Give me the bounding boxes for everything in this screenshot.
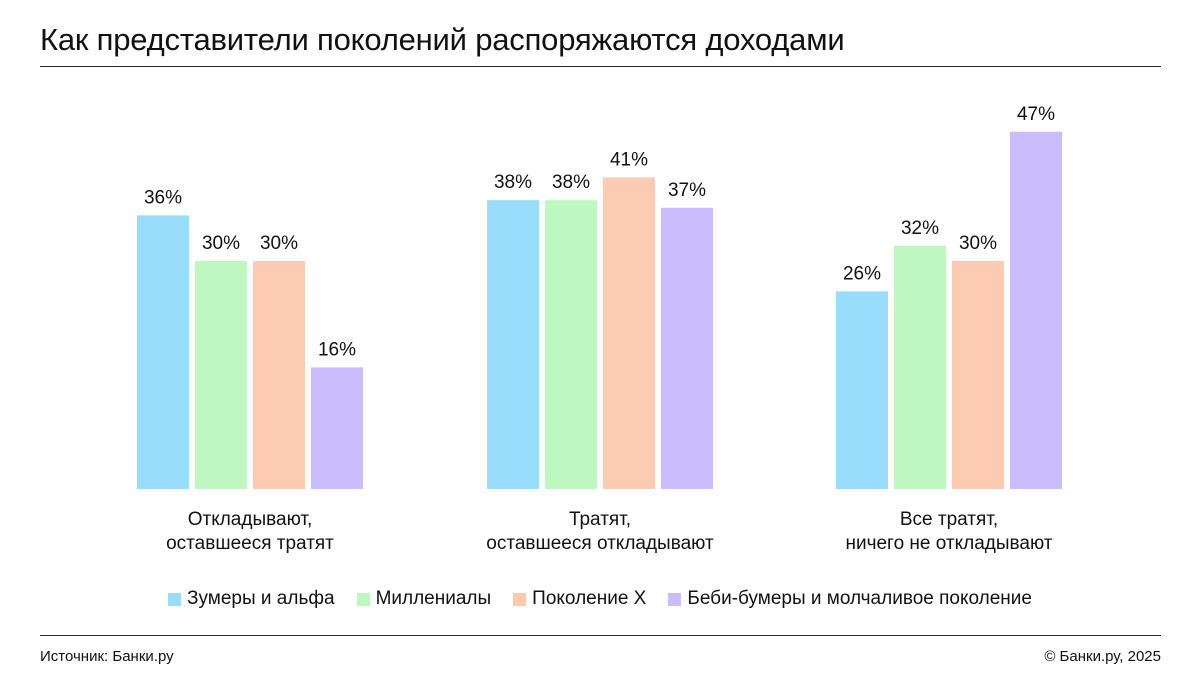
source-note: Источник: Банки.ру bbox=[40, 648, 174, 665]
bar bbox=[836, 291, 888, 489]
category-label: Откладывают, bbox=[188, 509, 313, 530]
footer-divider bbox=[40, 635, 1161, 636]
data-label: 47% bbox=[1017, 104, 1055, 125]
legend-item-boomers: Беби-бумеры и молчаливое поколение bbox=[668, 588, 1032, 610]
legend-item-zoomers: Зумеры и альфа bbox=[168, 588, 335, 610]
data-label: 32% bbox=[901, 218, 939, 239]
bar bbox=[195, 261, 247, 489]
chart-title: Как представители поколений распоряжаютс… bbox=[40, 22, 845, 57]
data-label: 38% bbox=[494, 172, 532, 193]
data-label: 16% bbox=[318, 339, 356, 360]
data-label: 37% bbox=[668, 180, 706, 201]
legend-item-millennials: Миллениалы bbox=[356, 588, 492, 610]
legend-label: Миллениалы bbox=[375, 588, 492, 609]
data-label: 30% bbox=[959, 233, 997, 254]
legend: Зумеры и альфа Миллениалы Поколение X Бе… bbox=[0, 588, 1200, 610]
legend-item-gen-x: Поколение X bbox=[513, 588, 646, 610]
legend-swatch bbox=[356, 592, 370, 606]
data-label: 41% bbox=[610, 149, 648, 170]
data-label: 26% bbox=[843, 263, 881, 284]
legend-swatch bbox=[513, 592, 527, 606]
legend-label: Поколение X bbox=[532, 588, 647, 609]
bar bbox=[661, 207, 713, 490]
data-label: 30% bbox=[202, 233, 240, 254]
bar bbox=[137, 215, 189, 489]
title-divider bbox=[40, 66, 1161, 67]
category-label: оставшееся откладывают bbox=[486, 533, 714, 554]
legend-swatch bbox=[668, 592, 682, 606]
legend-swatch bbox=[168, 592, 182, 606]
data-label: 36% bbox=[144, 187, 182, 208]
category-label: оставшееся тратят bbox=[166, 533, 334, 554]
bar bbox=[952, 261, 1004, 489]
legend-label: Беби-бумеры и молчаливое поколение bbox=[687, 588, 1032, 609]
bar bbox=[603, 177, 655, 489]
bar bbox=[253, 261, 305, 489]
bar bbox=[545, 200, 597, 489]
category-label: Тратят, bbox=[569, 509, 631, 530]
bar bbox=[894, 245, 946, 489]
copyright-note: © Банки.ру, 2025 bbox=[1044, 648, 1161, 665]
legend-label: Зумеры и альфа bbox=[187, 588, 335, 609]
data-label: 38% bbox=[552, 172, 590, 193]
data-label: 30% bbox=[260, 233, 298, 254]
bar bbox=[487, 200, 539, 489]
category-label: Все тратят, bbox=[900, 509, 998, 530]
category-label: ничего не откладывают bbox=[845, 533, 1052, 554]
bar bbox=[1010, 131, 1062, 490]
bar bbox=[311, 367, 363, 489]
